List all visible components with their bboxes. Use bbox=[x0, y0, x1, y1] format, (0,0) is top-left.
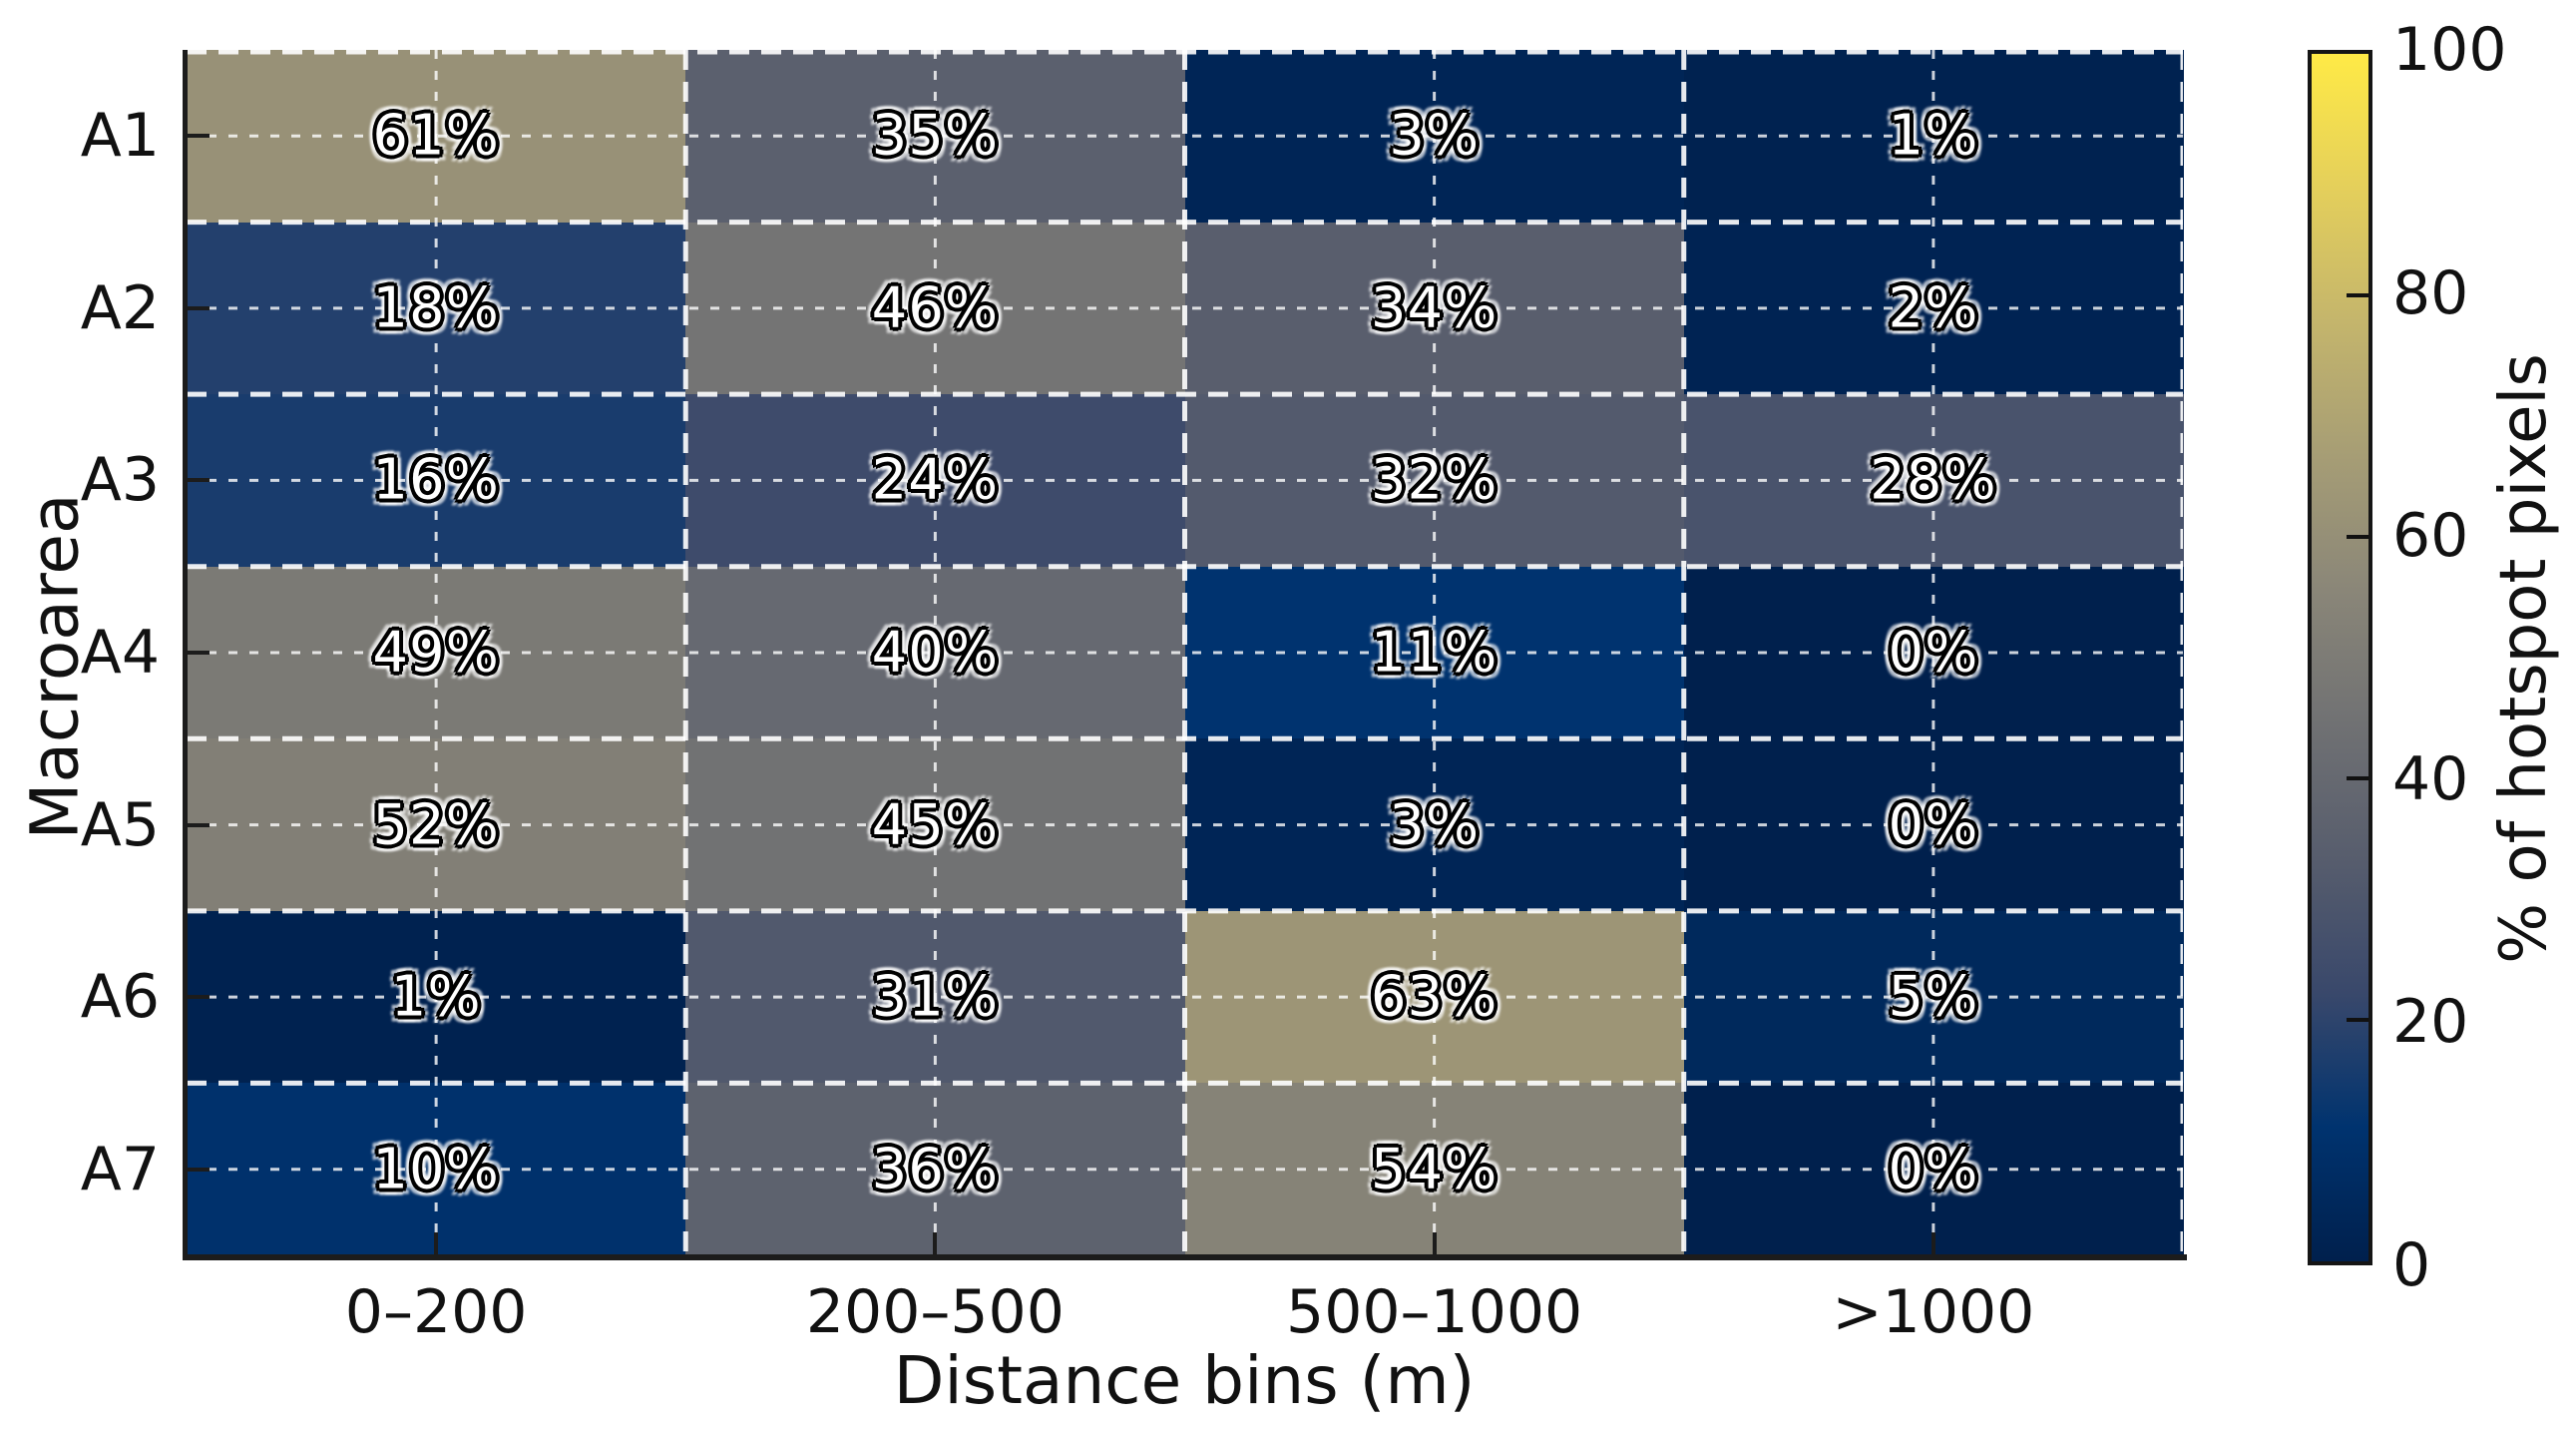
x-tick-label-2: 500–1000 bbox=[1286, 1277, 1583, 1347]
cell-value-label: 31% bbox=[871, 964, 1000, 1030]
bottom-axis-spine bbox=[183, 1254, 2187, 1260]
colorbar-tick-label-100: 100 bbox=[2392, 15, 2507, 85]
cell-value-label: 2% bbox=[1888, 275, 1979, 341]
y-tick-label-a6: A6 bbox=[80, 962, 160, 1033]
y-axis-tick bbox=[188, 305, 210, 310]
cell-value-label: 1% bbox=[390, 964, 482, 1030]
cell-value-label: 1% bbox=[1888, 103, 1979, 169]
y-axis-tick bbox=[188, 651, 210, 655]
colorbar-tick bbox=[2347, 293, 2368, 297]
y-tick-label-a4: A4 bbox=[80, 618, 160, 688]
x-tick-label-1: 200–500 bbox=[805, 1277, 1065, 1347]
cell-value-label: 16% bbox=[372, 447, 500, 513]
y-axis-tick bbox=[188, 995, 210, 1000]
cell-value-label: 34% bbox=[1370, 275, 1499, 341]
cell-value-label: 46% bbox=[871, 275, 1000, 341]
colorbar-tick-label-20: 20 bbox=[2392, 987, 2469, 1058]
cell-value-label: 35% bbox=[871, 103, 1000, 169]
cell-value-label: 3% bbox=[1389, 792, 1481, 858]
cell-value-label: 0% bbox=[1888, 1137, 1979, 1202]
cell-value-label: 3% bbox=[1389, 103, 1481, 169]
colorbar-tick-label-60: 60 bbox=[2392, 501, 2469, 572]
colorbar bbox=[2308, 50, 2372, 1265]
cell-value-label: 28% bbox=[1870, 447, 1997, 513]
y-axis-tick bbox=[188, 822, 210, 827]
cell-value-label: 0% bbox=[1888, 792, 1979, 858]
y-tick-label-a5: A5 bbox=[80, 789, 160, 860]
colorbar-tick bbox=[2347, 776, 2368, 780]
cell-value-label: 45% bbox=[871, 792, 1000, 858]
cell-value-label: 0% bbox=[1888, 620, 1979, 686]
y-tick-label-a1: A1 bbox=[80, 101, 160, 172]
cell-value-label: 24% bbox=[871, 447, 1000, 513]
y-axis-tick bbox=[188, 1167, 210, 1172]
cell-value-label: 18% bbox=[372, 275, 500, 341]
x-axis-tick bbox=[1432, 1232, 1437, 1254]
x-axis-tick bbox=[933, 1232, 938, 1254]
cell-value-label: 61% bbox=[372, 103, 500, 169]
cell-value-label: 49% bbox=[372, 620, 500, 686]
cell-value-label: 5% bbox=[1888, 964, 1979, 1030]
x-axis-tick bbox=[1931, 1232, 1935, 1254]
colorbar-tick-label-80: 80 bbox=[2392, 257, 2469, 328]
cell-value-label: 63% bbox=[1370, 964, 1499, 1030]
colorbar-tick-label-40: 40 bbox=[2392, 743, 2469, 814]
y-axis-tick bbox=[188, 478, 210, 483]
cell-value-label: 36% bbox=[871, 1137, 1000, 1202]
x-axis-tick bbox=[434, 1232, 439, 1254]
cell-value-label: 32% bbox=[1370, 447, 1499, 513]
cell-value-label: 54% bbox=[1370, 1137, 1499, 1202]
colorbar-tick-label-0: 0 bbox=[2392, 1230, 2431, 1300]
cell-value-label: 40% bbox=[871, 620, 1000, 686]
cell-value-label: 10% bbox=[372, 1137, 500, 1202]
x-tick-label-0: 0–200 bbox=[344, 1277, 528, 1347]
x-axis-title: Distance bins (m) bbox=[893, 1342, 1476, 1419]
x-tick-label-3: >1000 bbox=[1832, 1277, 2035, 1347]
colorbar-tick bbox=[2347, 1018, 2368, 1022]
y-tick-label-a2: A2 bbox=[80, 272, 160, 343]
plot-area: 61% 35% 3% 1% 18% 46% 34% 2% 16% 24% 32% 28% 49% 40% 1… bbox=[187, 50, 2184, 1256]
colorbar-title: % of hotspot pixels bbox=[2487, 353, 2561, 964]
colorbar-tick bbox=[2347, 535, 2368, 539]
left-axis-spine bbox=[183, 50, 188, 1259]
cell-value-label: 11% bbox=[1370, 620, 1499, 686]
y-tick-label-a3: A3 bbox=[80, 445, 160, 516]
cell-value-label: 52% bbox=[372, 792, 500, 858]
y-tick-label-a7: A7 bbox=[80, 1134, 160, 1204]
y-axis-tick bbox=[188, 134, 210, 139]
